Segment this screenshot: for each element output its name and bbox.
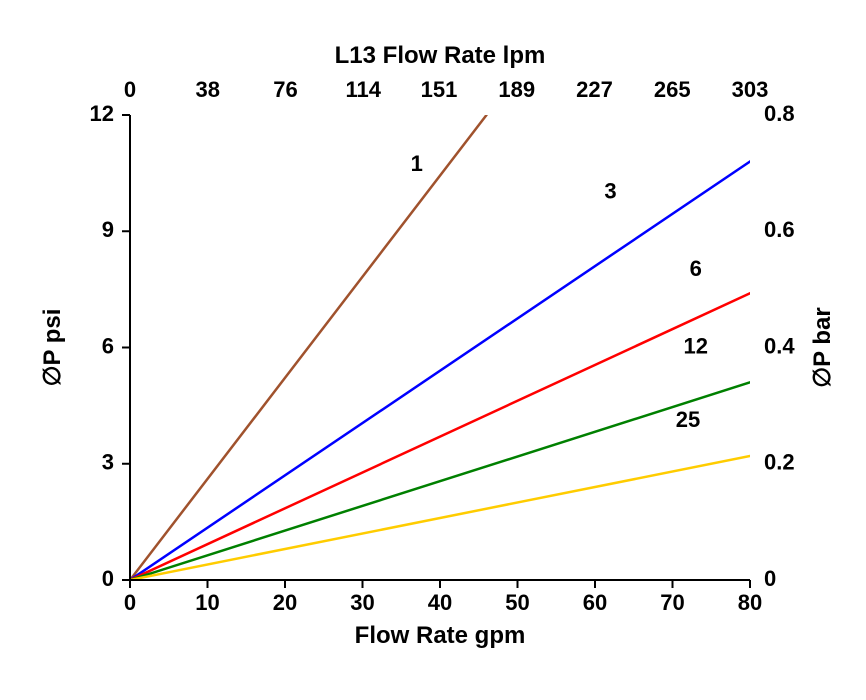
x-top-tick-label: 0 bbox=[124, 77, 136, 102]
x-top-tick-label: 38 bbox=[196, 77, 220, 102]
y-right-tick-label: 0.4 bbox=[764, 333, 795, 358]
series-label-6: 6 bbox=[690, 256, 702, 281]
y-left-tick-label: 9 bbox=[102, 217, 114, 242]
x-bottom-tick-label: 70 bbox=[660, 590, 684, 615]
y-left-tick-label: 12 bbox=[90, 101, 114, 126]
chart-container: 136122501020304050607080Flow Rate gpm038… bbox=[0, 0, 866, 700]
x-bottom-tick-label: 0 bbox=[124, 590, 136, 615]
y-left-tick-label: 0 bbox=[102, 566, 114, 591]
y-right-tick-label: 0 bbox=[764, 566, 776, 591]
x-bottom-tick-label: 20 bbox=[273, 590, 297, 615]
y-right-tick-label: 0.6 bbox=[764, 217, 795, 242]
x-bottom-tick-label: 40 bbox=[428, 590, 452, 615]
series-label-1: 1 bbox=[411, 151, 423, 176]
x-top-tick-label: 76 bbox=[273, 77, 297, 102]
x-bottom-tick-label: 50 bbox=[505, 590, 529, 615]
y-left-title: ∅P psi bbox=[39, 309, 66, 387]
x-top-tick-label: 151 bbox=[421, 77, 458, 102]
x-bottom-tick-label: 80 bbox=[738, 590, 762, 615]
series-label-12: 12 bbox=[684, 333, 708, 358]
y-right-title: ∅P bar bbox=[809, 307, 836, 388]
y-right-tick-label: 0.2 bbox=[764, 450, 795, 475]
x-top-tick-label: 265 bbox=[654, 77, 691, 102]
x-bottom-tick-label: 60 bbox=[583, 590, 607, 615]
y-left-tick-label: 3 bbox=[102, 450, 114, 475]
series-label-3: 3 bbox=[604, 178, 616, 203]
x-top-tick-label: 114 bbox=[346, 77, 382, 102]
x-bottom-title: Flow Rate gpm bbox=[355, 622, 526, 649]
x-top-title: L13 Flow Rate lpm bbox=[335, 42, 546, 69]
x-bottom-tick-label: 30 bbox=[350, 590, 374, 615]
y-left-tick-label: 6 bbox=[102, 333, 114, 358]
x-top-tick-label: 303 bbox=[732, 77, 769, 102]
x-top-tick-label: 227 bbox=[576, 77, 613, 102]
y-right-tick-label: 0.8 bbox=[764, 101, 795, 126]
x-top-tick-label: 189 bbox=[498, 77, 535, 102]
x-bottom-tick-label: 10 bbox=[195, 590, 219, 615]
line-chart: 136122501020304050607080Flow Rate gpm038… bbox=[0, 0, 866, 700]
series-label-25: 25 bbox=[676, 407, 700, 432]
